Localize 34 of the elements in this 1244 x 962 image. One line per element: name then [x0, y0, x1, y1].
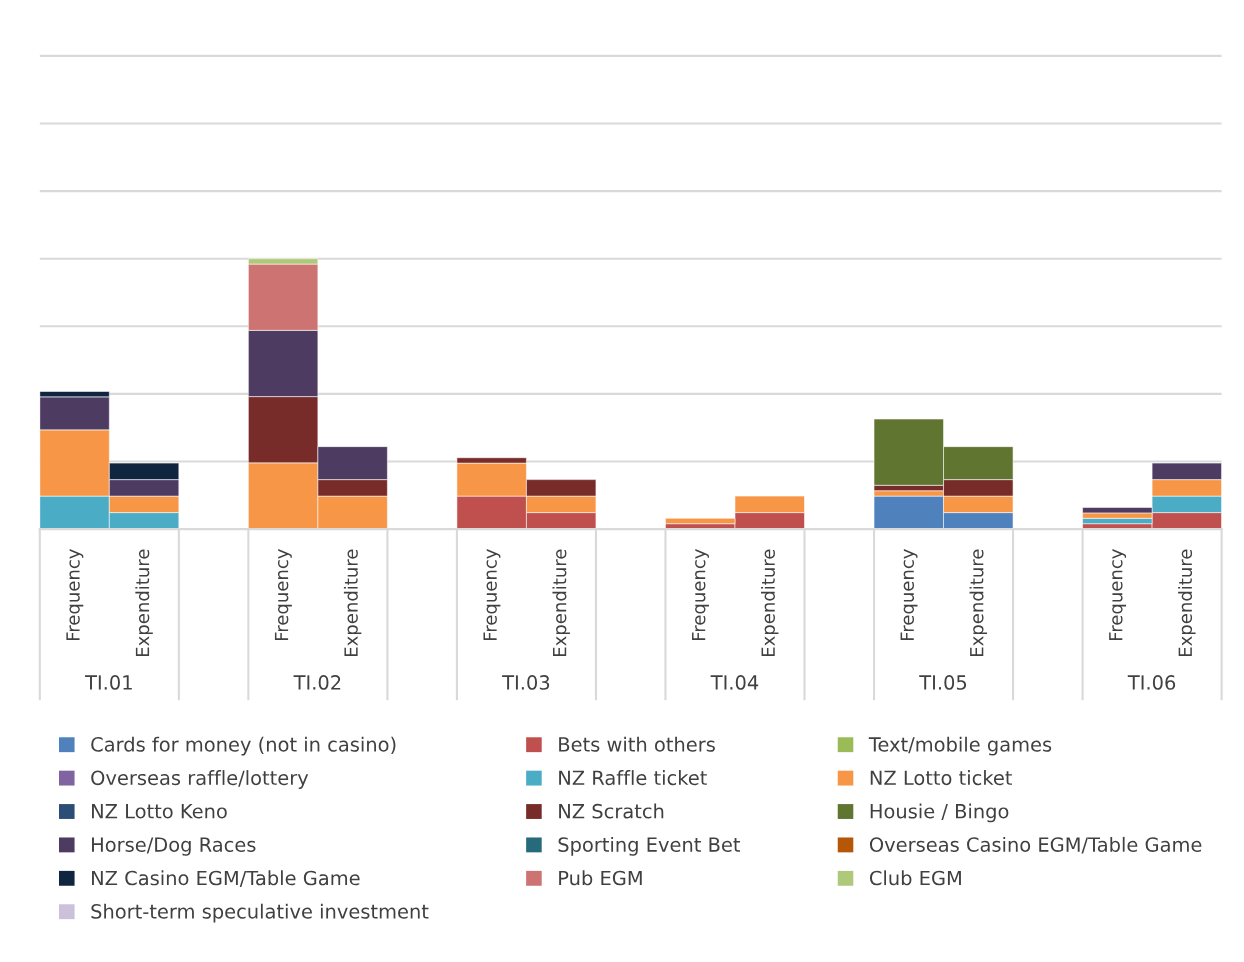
- x-tick-label: Expenditure: [552, 549, 570, 657]
- legend-label: NZ Lotto Keno: [92, 804, 227, 819]
- x-tick-label: Expenditure: [343, 549, 362, 657]
- legend-label: Text/mobile games: [868, 736, 1052, 756]
- x-tick-label: Frequency: [483, 549, 501, 641]
- x-tick-label: Frequency: [900, 549, 918, 641]
- x-tick-label: Expenditure: [135, 549, 153, 657]
- legend-label: Bets with others: [559, 736, 715, 752]
- legend-label: Horse/Dog Races: [92, 837, 256, 856]
- legend-label: Cards for money (not in casino): [91, 736, 396, 756]
- text: TI.05: [919, 675, 967, 690]
- text: TI.02: [293, 675, 341, 690]
- legend-label: Housie / Bingo: [870, 803, 1009, 823]
- text: TI.06: [1127, 675, 1176, 690]
- legend-label: Overseas Casino EGM/Table Game: [869, 836, 1202, 854]
- legend-label: Overseas raffle/lottery: [91, 770, 309, 789]
- legend-label: Club EGM: [869, 870, 961, 886]
- legend-label: NZ Lotto ticket: [870, 770, 1013, 786]
- x-tick-label: Frequency: [66, 549, 84, 641]
- x-tick-label: Expenditure: [761, 549, 779, 657]
- x-tick-label: Expenditure: [969, 549, 988, 657]
- text: TI.03: [502, 675, 550, 690]
- x-tick-label: Frequency: [1109, 549, 1127, 641]
- legend-label: NZ Casino EGM/Table Game: [92, 870, 360, 887]
- text: TI.04: [710, 675, 759, 690]
- legend-label: Pub EGM: [559, 870, 642, 886]
- legend-label: Short-term speculative investment: [91, 903, 429, 923]
- legend-label: Sporting Event Bet: [558, 836, 741, 856]
- legend-label: NZ Scratch: [559, 803, 664, 819]
- text: TI.01: [85, 675, 132, 690]
- x-tick-label: Frequency: [692, 549, 709, 641]
- legend-label: NZ Raffle ticket: [559, 770, 707, 786]
- x-tick-label: Frequency: [274, 549, 292, 641]
- x-tick-label: Expenditure: [1178, 549, 1196, 657]
